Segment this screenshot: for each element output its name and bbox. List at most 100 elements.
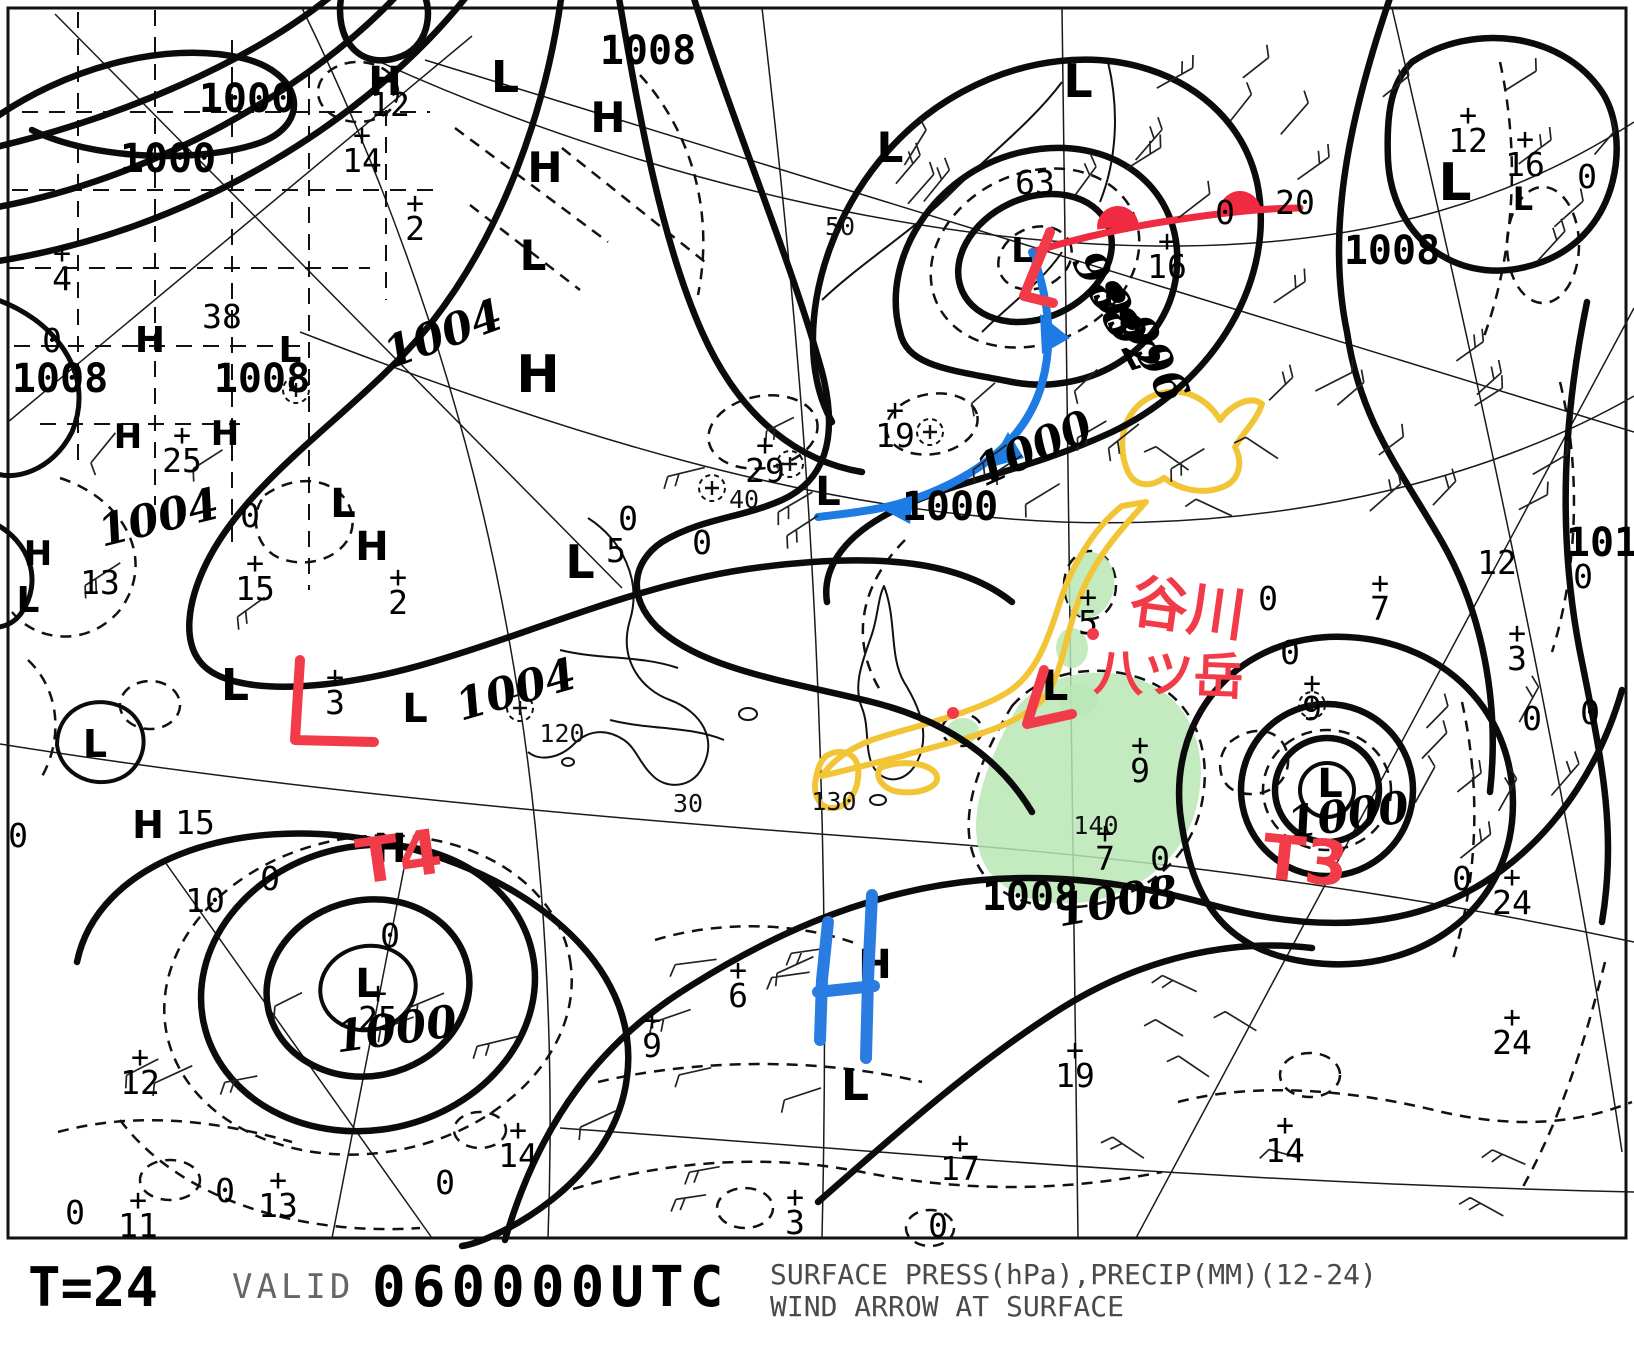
forecast-hour-label: T=24: [28, 1256, 158, 1319]
high-pressure-symbol: H: [114, 417, 142, 457]
precip-value: 12: [370, 85, 410, 124]
precip-max-plus: [783, 457, 797, 471]
red-handwritten-mark: [1022, 665, 1077, 729]
precip-value: 0: [1522, 699, 1542, 738]
precip-value: 7: [1370, 589, 1390, 628]
precip-value: 24: [1492, 1023, 1532, 1062]
low-pressure-symbol: L: [83, 722, 107, 766]
precip-value: 14: [498, 1136, 538, 1175]
high-pressure-symbol: H: [516, 345, 560, 405]
precip-value: 19: [875, 416, 915, 455]
map-description-line1: SURFACE PRESS(hPa),PRECIP(MM)(12-24): [770, 1258, 1377, 1291]
precip-plus-mark: +: [756, 428, 774, 463]
low-pressure-symbol: L: [1513, 180, 1533, 218]
precip-max-circle: [506, 694, 534, 722]
precip-max-plus: [1305, 698, 1319, 712]
precip-value: 14: [342, 141, 382, 180]
precip-value: 63: [1015, 163, 1055, 202]
graticule-label: 130: [811, 787, 856, 816]
low-pressure-symbol: L: [1063, 54, 1092, 108]
precip-value: 0: [380, 916, 400, 955]
precip-value: 4: [52, 259, 72, 298]
graticule-label: 120: [539, 719, 584, 748]
valid-label: VALID: [232, 1267, 354, 1307]
precip-value: 0: [1258, 579, 1278, 618]
precip-plus-mark: +: [1371, 566, 1389, 601]
precip-value: 3: [1507, 639, 1527, 678]
precip-value: 0: [1215, 193, 1235, 232]
high-pressure-symbol: H: [135, 320, 165, 361]
precip-value: 0: [1150, 839, 1170, 878]
isobar-value-label: 101: [1566, 520, 1634, 566]
precip-value: 0: [928, 1206, 948, 1245]
red-annotation-text: T3: [1259, 820, 1352, 902]
precip-max-circle: [916, 418, 944, 446]
isobar-value-label: 1008: [214, 356, 310, 402]
blue-handwritten-h: [814, 916, 834, 1046]
precip-value: 0: [215, 1171, 235, 1210]
red-dot-mark: [947, 707, 959, 719]
precip-plus-mark: +: [131, 1040, 149, 1075]
precip-value: 25: [162, 441, 202, 480]
red-dot-mark: [1087, 628, 1099, 640]
precip-value: 12: [1477, 543, 1517, 582]
graticule-label: 50: [825, 212, 855, 241]
precip-plus-mark: +: [1303, 666, 1321, 701]
precip-value: 6: [728, 976, 748, 1015]
high-pressure-symbol: H: [527, 143, 562, 192]
precip-value: 16: [1147, 247, 1187, 286]
precip-plus-mark: +: [886, 393, 904, 428]
low-pressure-symbol: L: [877, 123, 904, 172]
precip-value: 9: [1302, 689, 1322, 728]
graticule-label: 40: [729, 485, 759, 514]
precip-value: 0: [618, 499, 638, 538]
low-pressure-symbol: L: [520, 231, 547, 280]
precip-value: 0: [435, 1163, 455, 1202]
precip-plus-mark: +: [786, 1180, 804, 1215]
precip-value: 9: [642, 1026, 662, 1065]
precip-value: 9: [1130, 751, 1150, 790]
precip-max-circle: [776, 450, 804, 478]
wind-barb-layer: [84, 44, 1617, 1217]
japan-coastline: [812, 388, 1265, 812]
red-annotation-text: 谷川: [1126, 566, 1250, 649]
precip-max-plus: [289, 383, 303, 397]
precip-max-circle: [698, 474, 726, 502]
footer: T=24 VALID 060000UTC SURFACE PRESS(hPa),…: [28, 1255, 1377, 1323]
isobar-value-label: 1000: [120, 136, 216, 182]
isobar-value-label: 1008: [12, 356, 108, 402]
low-pressure-symbol: L: [1438, 153, 1471, 213]
precip-value: 0: [42, 321, 62, 360]
isobar-value-label: 1008: [982, 874, 1078, 920]
precip-plus-mark: +: [1276, 1108, 1294, 1143]
low-pressure-symbol: L: [355, 961, 381, 1007]
red-annotation-text: 八ツ岳: [1093, 643, 1245, 706]
precip-value: 2: [405, 209, 425, 248]
warm-front-line: [1028, 204, 1304, 256]
precip-value: 12: [120, 1063, 160, 1102]
precip-value: 14: [1265, 1131, 1305, 1170]
precip-value: 0: [1280, 633, 1300, 672]
low-pressure-symbol: L: [841, 1060, 869, 1111]
precip-plus-mark: +: [369, 976, 387, 1011]
precip-value: 24: [1492, 883, 1532, 922]
high-pressure-symbol: H: [211, 414, 239, 454]
low-pressure-symbol: L: [491, 52, 519, 103]
precip-plus-mark: +: [353, 118, 371, 153]
warm-front-bump: [1097, 206, 1139, 230]
precip-value: 29: [745, 451, 785, 490]
high-pressure-symbol: H: [373, 826, 406, 872]
blue-handwritten-h: [812, 980, 880, 998]
precip-value: 25: [358, 999, 398, 1038]
precip-value: 0: [65, 1193, 85, 1232]
low-pressure-symbol: L: [1317, 761, 1343, 807]
precip-value: 5: [606, 531, 626, 570]
graticule-label: 30: [673, 789, 703, 818]
precip-plus-mark: +: [1079, 580, 1097, 615]
precip-max-plus: [705, 481, 719, 495]
red-annotation-text: T4: [352, 815, 447, 899]
precip-value: 0: [1577, 157, 1597, 196]
